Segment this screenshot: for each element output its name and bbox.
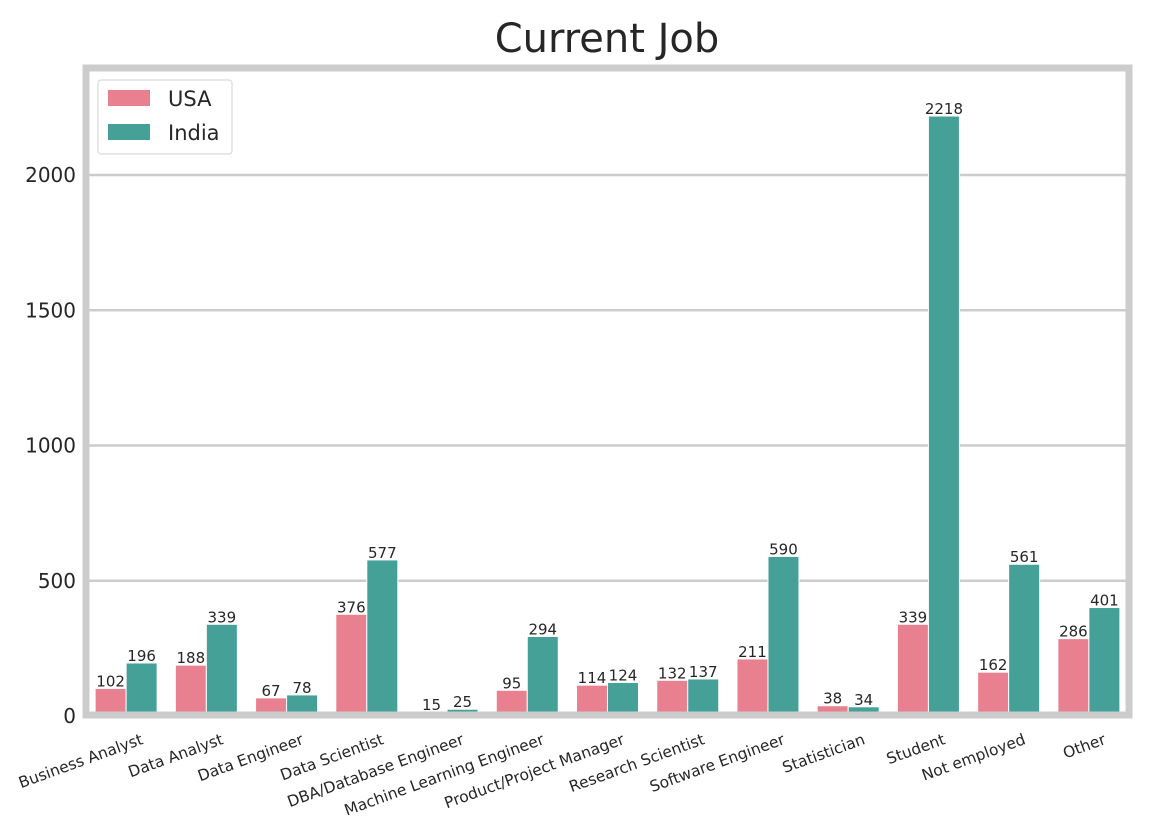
data-label: 294 xyxy=(528,620,557,638)
data-label: 339 xyxy=(899,608,928,626)
x-tick-label: Software Engineer xyxy=(647,730,787,796)
x-tick-label: Other xyxy=(1061,730,1109,762)
bar-usa xyxy=(977,671,1010,717)
gridlines xyxy=(86,173,1129,718)
y-tick-label: 2000 xyxy=(25,163,76,187)
bar-india xyxy=(526,635,559,717)
chart-title: Current Job xyxy=(495,16,720,62)
y-tick-label: 0 xyxy=(63,704,76,728)
data-label: 196 xyxy=(127,647,156,665)
data-label: 286 xyxy=(1059,623,1088,641)
legend: USA India xyxy=(97,79,233,155)
bar-india xyxy=(125,662,158,717)
data-label: 577 xyxy=(368,544,397,562)
data-label: 95 xyxy=(502,674,521,692)
bars xyxy=(94,115,1121,717)
x-tick-label: Research Scientist xyxy=(567,730,707,796)
legend-label-india: India xyxy=(168,121,220,145)
bar-usa xyxy=(174,664,207,717)
data-label: 211 xyxy=(738,643,767,661)
legend-label-usa: USA xyxy=(168,87,212,111)
bar-usa xyxy=(896,623,929,717)
bar-usa xyxy=(576,684,608,717)
bar-india xyxy=(687,678,720,717)
legend-swatch-india xyxy=(108,124,150,140)
bar-india xyxy=(205,623,238,717)
x-tick-label: Business Analyst xyxy=(16,730,145,792)
bar-india xyxy=(1088,607,1121,717)
bar-india xyxy=(607,681,639,717)
data-label: 102 xyxy=(96,672,125,690)
bar-usa xyxy=(736,658,769,717)
data-label: 2218 xyxy=(925,100,963,118)
plot-frame xyxy=(82,64,1133,719)
data-label: 590 xyxy=(769,540,798,558)
data-label: 78 xyxy=(293,679,312,697)
data-label: 188 xyxy=(177,649,206,667)
data-label: 162 xyxy=(979,656,1008,674)
data-label: 124 xyxy=(609,666,638,684)
data-label: 376 xyxy=(337,598,366,616)
bar-india xyxy=(927,115,960,717)
bar-usa xyxy=(335,613,368,717)
y-tick-label: 1500 xyxy=(25,298,76,322)
data-label: 114 xyxy=(578,669,607,687)
bar-india xyxy=(366,559,399,717)
x-tick-label: Statistician xyxy=(780,730,867,776)
bar-india xyxy=(1008,563,1041,717)
data-label: 25 xyxy=(453,693,472,711)
data-label: 15 xyxy=(422,696,441,714)
data-label: 38 xyxy=(823,690,842,708)
bar-usa xyxy=(1057,638,1090,717)
data-label: 339 xyxy=(208,608,237,626)
y-axis-ticks: 0 500 1000 1500 2000 xyxy=(25,163,76,728)
data-label: 132 xyxy=(658,664,687,682)
bar-usa xyxy=(656,679,689,717)
data-label: 67 xyxy=(262,682,281,700)
data-label: 34 xyxy=(854,691,873,709)
y-tick-label: 500 xyxy=(38,569,76,593)
data-label: 401 xyxy=(1090,592,1119,610)
data-label: 561 xyxy=(1010,548,1039,566)
y-tick-label: 1000 xyxy=(25,434,76,458)
data-label: 137 xyxy=(689,663,718,681)
bar-india xyxy=(767,555,800,717)
data-labels: 102 188 67 376 15 95 114 132 211 38 339 162 286 196 33… xyxy=(96,100,1118,714)
legend-swatch-usa xyxy=(108,90,150,106)
